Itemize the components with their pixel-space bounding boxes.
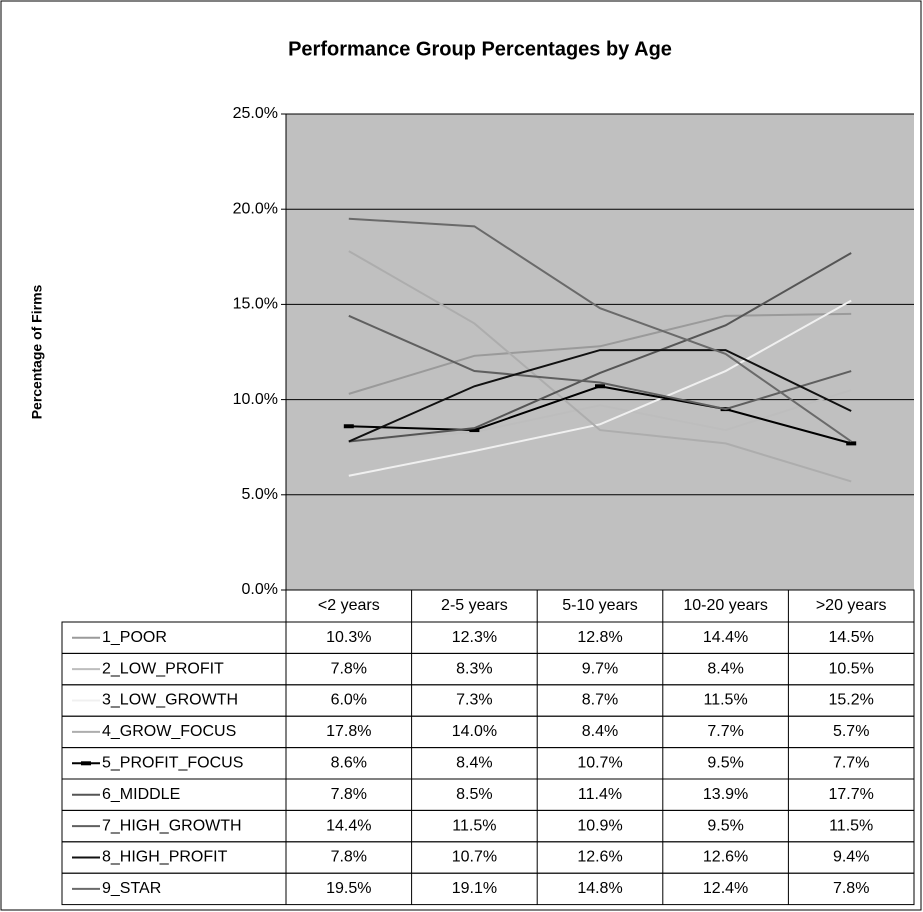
table-cell: 8.4% [456, 755, 492, 772]
table-cell: 14.4% [703, 629, 748, 646]
table-cell: 7.8% [331, 849, 367, 866]
legend-label: 2_LOW_PROFIT [102, 660, 224, 677]
legend-label: 6_MIDDLE [102, 786, 180, 803]
x-tick-label: >20 years [816, 597, 887, 614]
table-cell: 12.3% [452, 629, 497, 646]
table-cell: 10.9% [577, 817, 622, 834]
legend-label: 7_HIGH_GROWTH [102, 817, 242, 834]
table-cell: 19.5% [326, 880, 371, 897]
series-line [348, 312, 852, 395]
table-cell: 7.8% [833, 880, 869, 897]
table-cell: 10.7% [452, 849, 497, 866]
y-tick-label: 20.0% [233, 200, 278, 217]
legend-label: 5_PROFIT_FOCUS [102, 755, 243, 772]
legend-label: 4_GROW_FOCUS [102, 723, 236, 740]
legend-label: 8_HIGH_PROFIT [102, 849, 228, 866]
table-cell: 14.0% [452, 723, 497, 740]
table-cell: 14.5% [829, 629, 874, 646]
table-cell: 8.3% [456, 660, 492, 677]
series-line [348, 389, 852, 443]
table-cell: 9.5% [707, 817, 743, 834]
table-cell: 12.6% [577, 849, 622, 866]
table-cell: 19.1% [452, 880, 497, 897]
table-cell: 11.5% [704, 692, 748, 709]
series-line [348, 314, 852, 411]
table-cell: 7.8% [331, 786, 367, 803]
table-cell: 5.7% [833, 723, 869, 740]
table-cell: 7.7% [707, 723, 743, 740]
table-cell: 14.4% [326, 817, 371, 834]
legend-label: 3_LOW_GROWTH [102, 692, 238, 709]
x-tick-label: <2 years [318, 597, 380, 614]
x-tick-label: 10-20 years [683, 597, 768, 614]
table-cell: 11.4% [578, 786, 622, 803]
table-cell: 6.0% [331, 692, 367, 709]
series-line [348, 299, 852, 477]
table-cell: 17.7% [829, 786, 874, 803]
table-cell: 8.7% [582, 692, 618, 709]
table-cell: 7.8% [331, 660, 367, 677]
y-tick-label: 25.0% [233, 105, 278, 122]
x-tick-label: 2-5 years [441, 597, 508, 614]
x-tick-label: 5-10 years [562, 597, 638, 614]
legend-label: 9_STAR [102, 880, 161, 897]
table-cell: 12.8% [577, 629, 622, 646]
table-cell: 9.7% [582, 660, 618, 677]
legend-label: 1_POOR [102, 629, 167, 646]
table-cell: 10.5% [829, 660, 874, 677]
y-tick-label: 0.0% [242, 581, 278, 598]
table-cell: 11.5% [829, 817, 873, 834]
series-line [348, 217, 852, 443]
table-cell: 12.6% [703, 849, 748, 866]
table-cell: 8.4% [582, 723, 618, 740]
series-line [348, 349, 852, 443]
table-cell: 10.7% [577, 755, 622, 772]
table-cell: 13.9% [703, 786, 748, 803]
table-cell: 11.5% [452, 817, 496, 834]
y-tick-label: 5.0% [242, 486, 278, 503]
table-cell: 15.2% [829, 692, 874, 709]
chart-title: Performance Group Percentages by Age [288, 38, 672, 60]
series-line [348, 252, 852, 443]
series-line [348, 250, 852, 483]
table-cell: 17.8% [326, 723, 371, 740]
table-cell: 10.3% [326, 629, 371, 646]
table-cell: 9.4% [833, 849, 869, 866]
table-cell: 9.5% [707, 755, 743, 772]
table-cell: 14.8% [577, 880, 622, 897]
table-cell: 7.3% [456, 692, 492, 709]
table-cell: 8.6% [331, 755, 367, 772]
table-cell: 8.5% [456, 786, 492, 803]
y-axis-label: Percentage of Firms [29, 284, 45, 419]
table-cell: 12.4% [703, 880, 748, 897]
table-cell: 8.4% [707, 660, 743, 677]
y-tick-label: 15.0% [233, 296, 278, 313]
y-tick-label: 10.0% [233, 391, 278, 408]
table-cell: 7.7% [833, 755, 869, 772]
plot-area [286, 114, 914, 590]
